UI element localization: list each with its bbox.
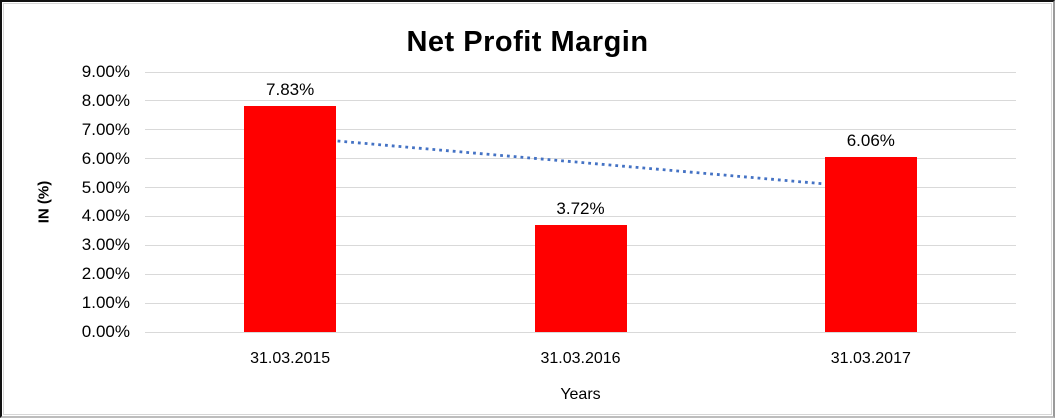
- trendline: [290, 135, 871, 190]
- x-axis-tick-label: 31.03.2017: [830, 350, 911, 367]
- x-axis-tick-label: 31.03.2015: [250, 350, 331, 367]
- gridline: [145, 129, 1016, 131]
- y-axis-tick-label: 3.00%: [81, 235, 130, 255]
- gridline: [145, 158, 1016, 160]
- gridline: [145, 71, 1016, 73]
- bar-value-label: 6.06%: [846, 130, 895, 150]
- trendline-layer: [290, 135, 871, 190]
- y-axis-tick-label: 4.00%: [81, 206, 130, 226]
- y-axis-tick-label: 5.00%: [81, 177, 130, 197]
- bar-31.03.2016: [534, 224, 627, 332]
- y-axis-tick-label: 9.00%: [81, 62, 130, 81]
- gridline: [145, 100, 1016, 102]
- chart-title: Net Profit Margin: [406, 26, 649, 58]
- y-axis-tick-label: 2.00%: [81, 264, 130, 284]
- gridline: [145, 187, 1016, 189]
- bar-31.03.2017: [824, 156, 917, 332]
- y-axis-tick-label: 7.00%: [81, 119, 130, 139]
- y-axis-tick-label: 1.00%: [81, 293, 130, 313]
- y-axis-tick-label: 6.00%: [81, 148, 130, 168]
- gridline: [145, 331, 1016, 333]
- y-axis-tick-label: 8.00%: [81, 90, 130, 110]
- bar-value-label: 3.72%: [556, 198, 605, 218]
- x-axis-title: Years: [560, 386, 601, 403]
- y-axis-tick-label: 0.00%: [81, 322, 130, 341]
- bar-value-label: 7.83%: [266, 79, 315, 99]
- gridline: [145, 215, 1016, 217]
- bar-31.03.2015: [244, 105, 337, 332]
- x-axis-tick-label: 31.03.2016: [540, 350, 621, 367]
